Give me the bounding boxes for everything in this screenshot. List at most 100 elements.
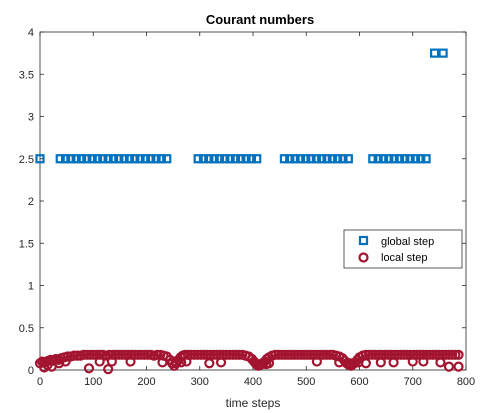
local-step-point xyxy=(418,349,429,360)
global-step-point xyxy=(384,154,394,164)
local-step-point xyxy=(388,357,399,368)
global-step-point xyxy=(87,154,97,164)
y-tick-label: 1.5 xyxy=(19,238,34,250)
local-step-point xyxy=(107,349,118,360)
global-step-point xyxy=(214,154,225,164)
local-step-point xyxy=(440,349,451,360)
local-step-point xyxy=(453,361,464,372)
local-step-point xyxy=(103,364,114,375)
global-step-point xyxy=(198,154,209,164)
local-step-point xyxy=(286,349,297,360)
chart-title: Courant numbers xyxy=(206,12,314,27)
legend-marker-local-step xyxy=(358,252,369,263)
global-step-point xyxy=(76,154,87,164)
legend-label-global-step: global step xyxy=(381,236,434,248)
series-global-step xyxy=(35,48,448,164)
local-step-point xyxy=(427,349,439,360)
global-step-point xyxy=(301,154,311,164)
global-step-point xyxy=(429,48,440,58)
global-step-point xyxy=(405,154,415,164)
global-step-point xyxy=(378,154,389,164)
local-step-point xyxy=(204,358,215,369)
global-step-point xyxy=(35,154,45,164)
local-step-point xyxy=(136,349,147,360)
global-step-point xyxy=(438,48,448,58)
local-step-point xyxy=(279,349,291,360)
global-step-point xyxy=(225,154,235,164)
local-step-point xyxy=(302,349,313,360)
local-step-point xyxy=(367,349,378,360)
local-step-point xyxy=(78,349,89,360)
global-step-point xyxy=(327,154,337,164)
local-step-point xyxy=(383,349,394,360)
local-step-point xyxy=(120,349,131,360)
local-step-point xyxy=(447,349,458,360)
x-tick-label: 700 xyxy=(404,376,422,388)
global-step-point xyxy=(92,154,103,164)
local-step-point xyxy=(230,349,242,360)
local-step-point xyxy=(305,349,316,360)
y-tick-label: 0 xyxy=(28,365,34,377)
global-step-point xyxy=(135,154,145,164)
global-step-point xyxy=(146,154,156,164)
legend-marker-global-step xyxy=(358,235,369,246)
series-local-step xyxy=(34,349,464,375)
local-step-point xyxy=(215,357,227,368)
global-step-point xyxy=(394,154,405,164)
global-step-point xyxy=(60,154,71,164)
global-step-point xyxy=(295,154,305,164)
global-step-point xyxy=(151,154,161,164)
local-step-point xyxy=(375,357,386,368)
local-step-point xyxy=(435,357,446,368)
local-step-point xyxy=(84,349,96,360)
local-step-point xyxy=(198,349,210,360)
local-step-point xyxy=(250,358,261,369)
local-step-point xyxy=(211,349,222,360)
global-step-point xyxy=(204,154,214,164)
local-step-point xyxy=(407,356,418,367)
local-step-point xyxy=(195,349,206,360)
local-step-point xyxy=(443,361,455,372)
local-step-point xyxy=(408,349,419,360)
local-step-point xyxy=(142,349,153,360)
local-step-point xyxy=(295,349,307,360)
local-step-point xyxy=(431,349,442,360)
x-tick-label: 600 xyxy=(350,376,368,388)
global-step-point xyxy=(338,154,348,164)
global-step-point xyxy=(290,154,300,164)
y-tick-label: 1 xyxy=(28,281,34,293)
global-step-point xyxy=(140,154,151,164)
local-step-point xyxy=(192,349,203,360)
global-step-point xyxy=(124,154,135,164)
global-step-point xyxy=(193,154,203,164)
local-step-point xyxy=(157,357,168,368)
global-step-point xyxy=(252,154,262,164)
y-tick-label: 0.5 xyxy=(19,323,34,335)
global-step-point xyxy=(279,154,290,164)
y-tick-label: 2.5 xyxy=(19,154,34,166)
global-step-point xyxy=(236,154,246,164)
local-step-point xyxy=(132,349,144,360)
local-step-point xyxy=(181,356,192,367)
local-step-point xyxy=(324,349,335,360)
global-step-point xyxy=(98,154,108,164)
local-step-point xyxy=(81,349,92,360)
global-step-point xyxy=(333,154,343,164)
local-step-point xyxy=(311,356,322,367)
local-step-point xyxy=(152,349,163,360)
global-step-point xyxy=(55,154,65,164)
global-step-point xyxy=(317,154,327,164)
global-step-point xyxy=(71,154,81,164)
local-step-point xyxy=(68,350,80,361)
local-step-point xyxy=(126,349,137,360)
global-step-point xyxy=(119,154,129,164)
global-step-point xyxy=(285,154,295,164)
global-step-point xyxy=(306,154,316,164)
local-step-point xyxy=(270,349,281,360)
y-tick-label: 4 xyxy=(28,27,34,39)
global-step-point xyxy=(209,154,219,164)
local-step-point xyxy=(318,349,329,360)
local-step-point xyxy=(125,356,136,367)
